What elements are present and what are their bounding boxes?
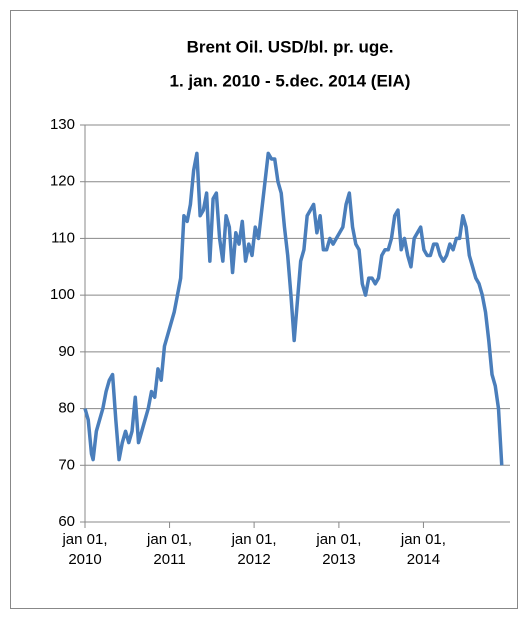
x-tick-label: jan 01, 2010: [62, 531, 108, 568]
y-tick-label: 70: [58, 456, 75, 473]
chart-border: [10, 10, 518, 609]
y-tick-label: 80: [58, 400, 75, 417]
y-tick-label: 100: [50, 286, 75, 303]
y-tick-label: 90: [58, 343, 75, 360]
x-tick-label: jan 01, 2013: [316, 531, 362, 568]
y-tick-label: 110: [51, 229, 75, 246]
chart-title: Brent Oil. USD/bl. pr. uge.: [187, 37, 394, 56]
x-tick-label: jan 01, 2012: [231, 531, 277, 568]
x-tick-label: jan 01, 2011: [147, 531, 193, 568]
y-tick-label: 130: [50, 116, 75, 133]
y-tick-label: 120: [50, 173, 75, 190]
y-tick-label: 60: [58, 513, 75, 530]
x-tick-label: jan 01, 2014: [400, 531, 446, 568]
series-line: [83, 151, 504, 466]
chart-subtitle: 1. jan. 2010 - 5.dec. 2014 (EIA): [170, 71, 411, 90]
